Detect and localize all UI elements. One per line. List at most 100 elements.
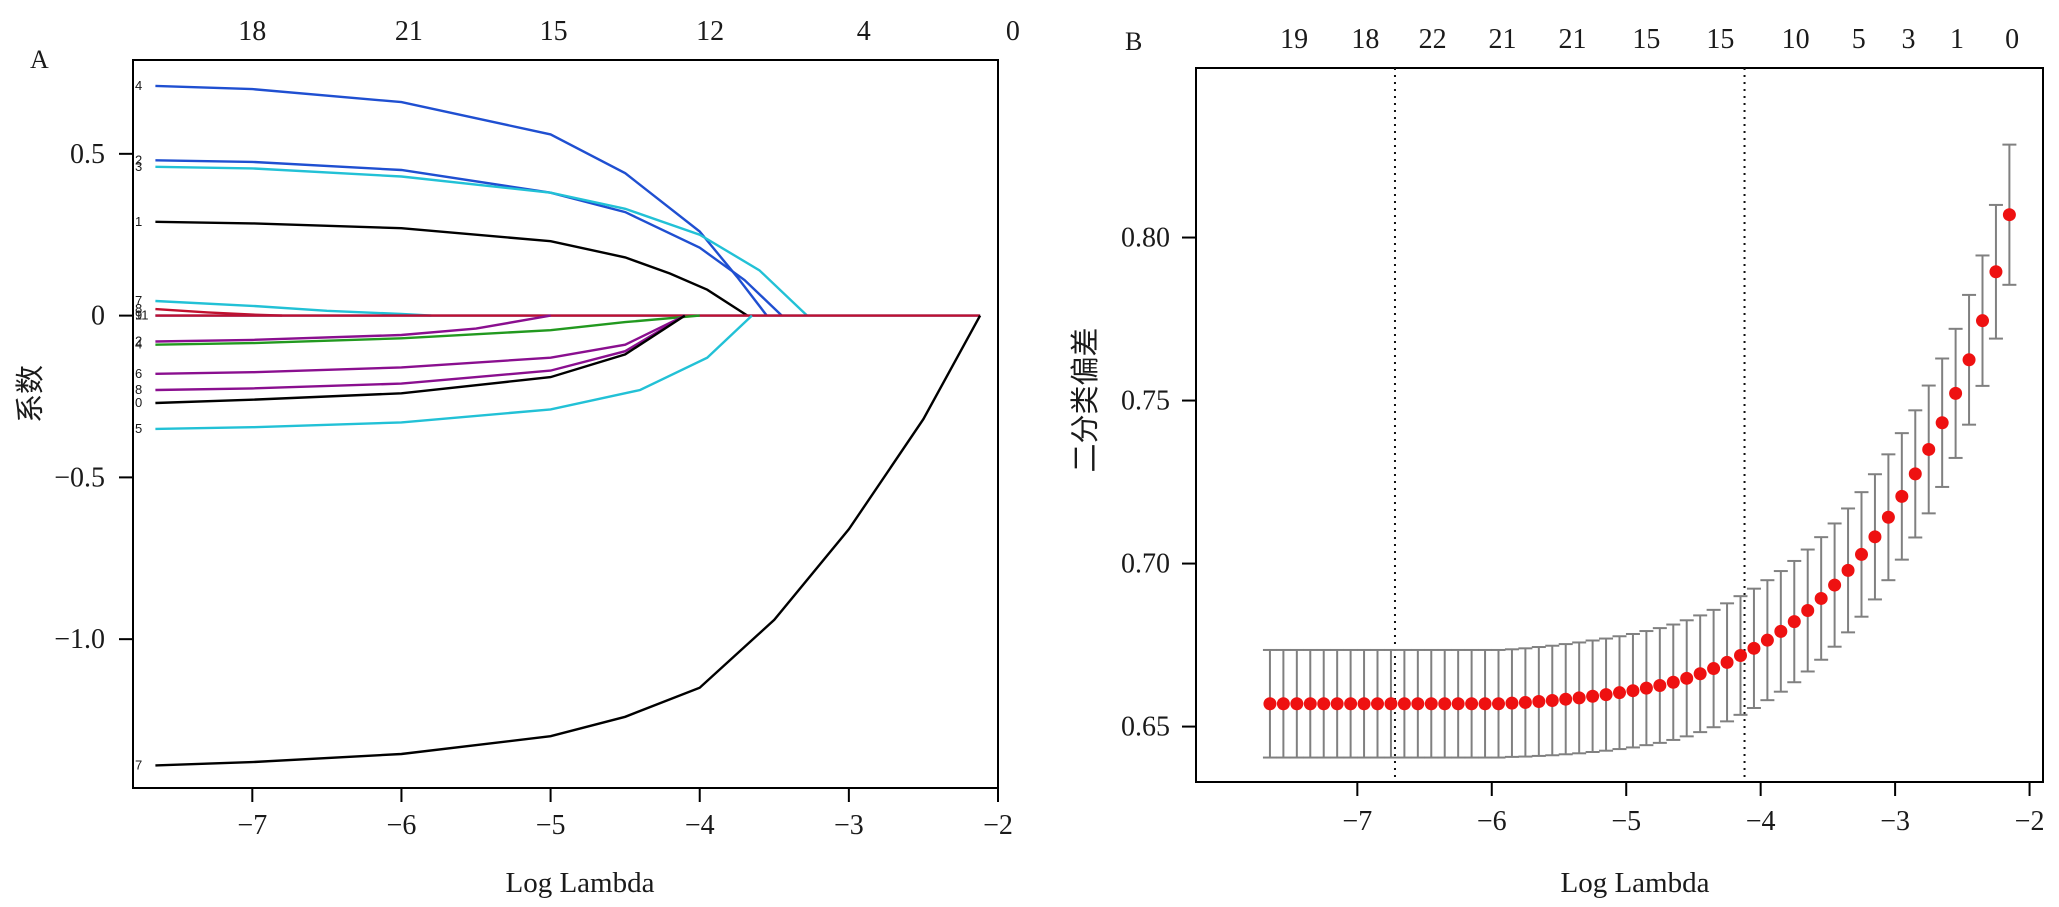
deviance-point [1895, 489, 1909, 503]
deviance-point [1559, 692, 1573, 706]
deviance-point [1693, 667, 1707, 681]
panel-a-label: A [30, 45, 49, 74]
x-tick-label: −4 [685, 810, 715, 841]
coef-path-label-14: 5 [135, 421, 142, 436]
coef-path-1 [155, 84, 768, 317]
coef-path-label-2: 2 [135, 152, 142, 167]
y-tick-label: 0 [91, 301, 105, 332]
coef-path-label-3: 3 [135, 159, 142, 174]
deviance-point [1922, 442, 1936, 456]
deviance-point [1411, 697, 1425, 711]
deviance-point [1371, 697, 1384, 711]
y-tick-label: −1.0 [54, 624, 105, 655]
panel-b-label: B [1125, 27, 1142, 56]
deviance-point [1276, 697, 1290, 711]
x-tick-label: −5 [1611, 806, 1641, 837]
x-tick-label: −6 [387, 810, 417, 841]
panel-b-y-axis-title: 二分类偏差 [1069, 327, 1102, 472]
panel-b-x-axis-title: Log Lambda [1561, 867, 1710, 899]
panel-a-top-axis: 18 21 15 12 4 0 [238, 16, 1020, 47]
deviance-point [1720, 655, 1734, 669]
x-tick-label: −6 [1477, 806, 1507, 837]
x-tick-label: −7 [1342, 806, 1372, 837]
deviance-point [1801, 604, 1815, 618]
coef-path-5 [155, 299, 432, 317]
deviance-point [1263, 697, 1277, 711]
y-tick-label: 0.80 [1121, 223, 1170, 254]
deviance-point [1532, 694, 1546, 708]
panel-b-points [1263, 208, 2016, 711]
deviance-point [1478, 697, 1492, 711]
coef-path-label-4: 1 [135, 214, 142, 229]
deviance-point [1317, 697, 1331, 711]
deviance-point [1868, 530, 1882, 544]
coef-path-label-9: 2 [135, 333, 142, 348]
deviance-point [1626, 684, 1640, 698]
top-axis-label: 21 [395, 16, 423, 47]
panel-a-y-axis-title: 系数 [14, 365, 47, 423]
deviance-point [1438, 697, 1452, 711]
panel-b-plot-frame [1195, 67, 2044, 783]
coef-path-label-6: 8 [135, 301, 142, 316]
deviance-point [1492, 697, 1505, 711]
deviance-point [1384, 697, 1398, 711]
panel-a-y-axis: −1.0 −0.5 0 0.5 [54, 139, 133, 655]
deviance-point [1303, 697, 1317, 711]
panel-b-lambda-lines [1393, 68, 1746, 782]
deviance-point [1680, 671, 1694, 685]
coef-path-15 [155, 315, 982, 767]
top-axis-label: 0 [1006, 16, 1020, 47]
deviance-point [1357, 697, 1371, 711]
panel-b-error-bars [1262, 143, 2017, 759]
top-axis-label: 1 [1950, 24, 1964, 55]
deviance-point [1465, 697, 1479, 711]
top-axis-label: 18 [1351, 24, 1379, 55]
top-axis-label: 21 [1489, 24, 1517, 55]
deviance-point [1976, 314, 1989, 328]
panel-b-x-axis: −7 −6 −5 −4 −3 −2 [1342, 782, 2044, 837]
coef-path-label-5: 7 [135, 293, 142, 308]
coef-path-label-15: 7 [135, 757, 142, 772]
deviance-point [1747, 641, 1761, 655]
coef-path-label-12: 8 [135, 382, 142, 397]
coef-path-label-7: 11 [135, 308, 149, 323]
deviance-point [1599, 688, 1613, 702]
deviance-point [1397, 697, 1411, 711]
top-axis-label: 22 [1419, 24, 1447, 55]
coef-path-2 [155, 159, 783, 317]
coef-path-label-13: 0 [135, 395, 142, 410]
top-axis-label: 5 [1852, 24, 1866, 55]
coef-path-9 [155, 314, 551, 343]
y-tick-label: 0.70 [1121, 549, 1170, 580]
deviance-point [1586, 689, 1600, 703]
x-tick-label: −2 [983, 810, 1013, 841]
x-tick-label: −2 [2015, 806, 2045, 837]
deviance-point [1949, 386, 1963, 400]
x-tick-label: −5 [536, 810, 566, 841]
top-axis-label: 19 [1280, 24, 1308, 55]
panel-b-top-axis: 19 18 22 21 21 15 15 10 5 3 1 0 [1280, 24, 2019, 55]
deviance-point [1545, 693, 1559, 707]
deviance-point [1451, 697, 1465, 711]
coef-path-label-8: 9 [135, 308, 142, 323]
deviance-point [1908, 467, 1922, 481]
coef-path-12 [155, 314, 686, 392]
deviance-point [1774, 624, 1788, 638]
y-tick-label: 0.75 [1121, 386, 1170, 417]
panel-a-plot-frame [132, 59, 999, 789]
y-tick-label: −0.5 [54, 462, 105, 493]
deviance-point [1828, 578, 1842, 592]
deviance-point [2002, 208, 2016, 222]
deviance-point [1734, 649, 1747, 663]
deviance-point [1653, 678, 1667, 692]
deviance-point [1666, 675, 1680, 689]
deviance-point [1613, 686, 1626, 700]
deviance-point [1290, 697, 1304, 711]
x-tick-label: −4 [1746, 806, 1776, 837]
top-axis-label: 0 [2005, 24, 2019, 55]
deviance-point [1935, 416, 1949, 430]
deviance-point [1424, 697, 1438, 711]
